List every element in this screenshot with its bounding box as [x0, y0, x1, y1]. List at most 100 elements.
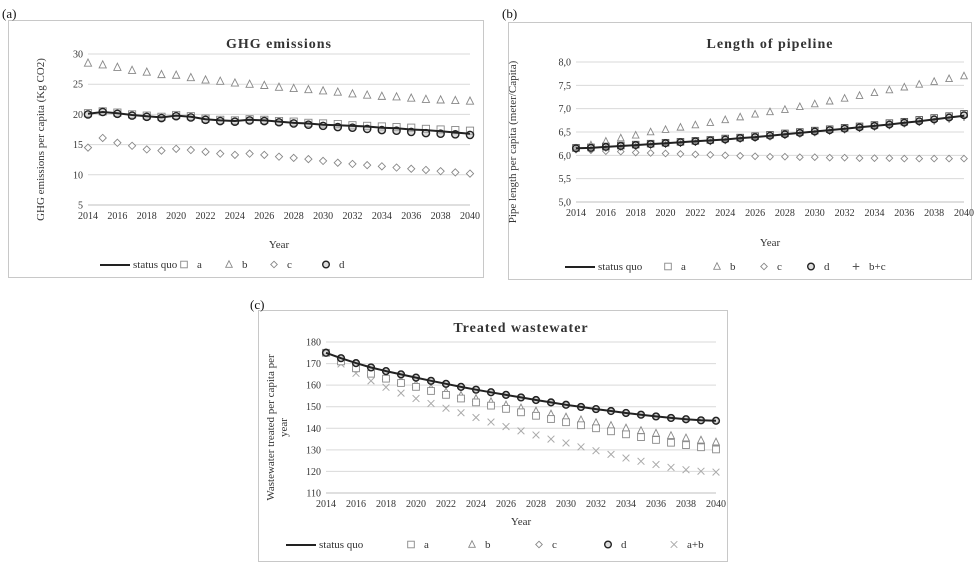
data-point-c [810, 153, 819, 162]
data-point-b [930, 76, 939, 85]
data-point-a-b [457, 409, 465, 417]
x-tick-label: 2034 [864, 208, 884, 219]
y-tick-label: 7,0 [559, 104, 572, 115]
data-point-a-b [367, 377, 375, 385]
legend-marker-c [535, 540, 543, 549]
data-point-b [616, 133, 625, 142]
data-point-c [960, 154, 968, 163]
legend-marker-c [270, 260, 278, 269]
data-point-a-b [532, 431, 540, 439]
y-tick-label: 180 [306, 338, 321, 349]
x-tick-label: 2028 [526, 499, 546, 510]
x-tick-label: 2028 [775, 208, 795, 219]
x-tick-label: 2018 [376, 499, 396, 510]
data-point-c [127, 141, 137, 151]
data-point-b [127, 65, 137, 74]
panel-b [508, 22, 972, 280]
x-tick-label: 2022 [196, 211, 216, 222]
x-tick-label: 2032 [342, 211, 362, 222]
legend-label: d [824, 261, 830, 273]
data-point-c [706, 150, 715, 159]
y-tick-label: 20 [73, 110, 83, 121]
data-point-b [661, 124, 670, 133]
x-tick-label: 2026 [745, 208, 765, 219]
data-point-b [945, 73, 954, 83]
data-point-a [712, 445, 720, 454]
data-point-a-b [547, 435, 555, 443]
legend-label: status quo [598, 261, 643, 273]
data-point-c [661, 149, 670, 158]
data-point-c [318, 156, 328, 166]
data-point-c [113, 138, 122, 148]
x-tick-label: 2038 [431, 211, 451, 222]
data-point-b [421, 94, 431, 103]
x-tick-label: 2030 [556, 499, 576, 510]
data-point-b [810, 99, 819, 108]
legend-marker-b [224, 259, 234, 268]
x-tick-label: 2026 [496, 499, 516, 510]
data-point-b [780, 104, 789, 113]
x-tick-label: 2018 [626, 208, 646, 219]
data-point-c [406, 164, 416, 173]
data-point-c [348, 159, 357, 169]
data-point-b [318, 85, 328, 95]
data-point-c [840, 153, 849, 162]
legend-marker-d [322, 260, 331, 269]
data-point-c [215, 149, 225, 158]
data-point-a-b [622, 454, 630, 462]
data-point-c [230, 150, 240, 160]
data-point-c [900, 154, 909, 163]
legend-marker-d [604, 540, 613, 549]
data-point-b [186, 72, 196, 82]
x-tick-label: 2020 [166, 211, 186, 222]
legend-marker-a-b [670, 540, 678, 549]
data-point-c [676, 149, 685, 158]
x-tick-label: 2030 [805, 208, 825, 219]
y-tick-label: 10 [73, 170, 83, 181]
y-tick-label: 5,5 [559, 174, 572, 185]
data-point-b [959, 71, 969, 80]
data-point-a [637, 433, 645, 441]
x-tick-label: 2034 [372, 211, 392, 222]
data-point-c [451, 168, 460, 177]
data-point-b [289, 83, 299, 92]
x-tick-label: 2024 [715, 208, 735, 219]
data-point-b [751, 109, 760, 118]
y-tick-label: 160 [306, 381, 321, 392]
x-tick-label: 2040 [954, 208, 974, 219]
legend-label: status quo [133, 259, 178, 271]
legend-marker-d [807, 262, 816, 271]
x-tick-label: 2016 [596, 208, 616, 219]
data-point-c [691, 150, 700, 159]
data-point-a-b [607, 450, 615, 459]
data-point-c [83, 143, 93, 152]
y-axis-label: Wastewater treated per capita peryear [265, 354, 290, 501]
data-point-c [289, 153, 298, 163]
data-point-c [157, 146, 166, 155]
data-point-c [616, 147, 625, 156]
series-line-status-quo [87, 110, 471, 135]
data-point-c [795, 153, 804, 162]
data-point-a [472, 398, 480, 407]
panel-label-b: (b) [502, 6, 518, 21]
data-point-a-b [697, 467, 705, 475]
legend-label: status quo [319, 539, 364, 551]
data-point-b [333, 86, 343, 96]
data-point-b [171, 70, 181, 79]
data-point-b [711, 437, 721, 446]
data-point-b [691, 120, 700, 129]
x-tick-label: 2016 [107, 211, 127, 222]
legend-label: b [730, 261, 736, 273]
y-tick-label: 8,0 [559, 58, 572, 69]
data-point-c [631, 148, 640, 157]
data-point-b [436, 94, 445, 104]
y-tick-label: 140 [306, 424, 321, 435]
data-point-a-b [442, 404, 450, 412]
data-point-b [465, 96, 475, 105]
data-point-b [377, 91, 387, 100]
x-tick-label: 2036 [401, 211, 421, 222]
x-tick-label: 2014 [566, 208, 586, 219]
legend-label: a [681, 261, 686, 273]
chart-title: Treated wastewater [453, 321, 588, 336]
